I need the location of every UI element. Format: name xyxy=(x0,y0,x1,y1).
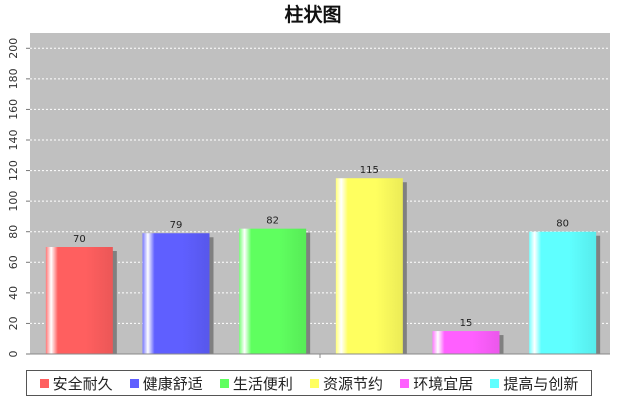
legend-swatch xyxy=(129,378,139,388)
y-tick-label: 200 xyxy=(7,38,20,59)
legend-swatch xyxy=(310,378,320,388)
bar xyxy=(142,233,210,354)
legend-label: 健康舒适 xyxy=(142,374,203,393)
legend-swatch xyxy=(490,378,500,388)
data-label: 80 xyxy=(556,219,569,230)
chart-legend: 安全耐久 健康舒适 生活便利 资源节约 环境宜居 提高与创新 xyxy=(26,370,592,396)
bar xyxy=(45,247,113,354)
legend-item: 生活便利 xyxy=(219,373,293,394)
data-label: 79 xyxy=(170,220,183,231)
chart-canvas: 柱状图 0 20 40 60 80 100 120 140 160 180 200 70 79 82 11… xyxy=(7,3,610,358)
y-tick-label: 40 xyxy=(7,286,20,300)
bars xyxy=(45,178,601,354)
y-tick-label: 120 xyxy=(7,160,20,181)
legend-label: 安全耐久 xyxy=(52,374,113,393)
gridlines xyxy=(30,47,610,324)
bar xyxy=(529,231,597,354)
legend-swatch xyxy=(219,378,229,388)
data-label: 15 xyxy=(460,318,473,329)
y-tick-label: 180 xyxy=(7,68,20,89)
chart-title: 柱状图 xyxy=(284,3,341,26)
data-labels: 70 79 82 115 15 80 xyxy=(73,165,569,329)
y-axis: 0 20 40 60 80 100 120 140 160 180 200 xyxy=(7,38,30,358)
legend-label: 生活便利 xyxy=(232,374,293,393)
legend-label: 提高与创新 xyxy=(503,374,579,393)
legend-swatch xyxy=(400,378,410,388)
bar xyxy=(432,331,500,354)
data-label: 115 xyxy=(360,165,379,176)
plot-area xyxy=(30,33,610,354)
y-tick-label: 80 xyxy=(7,225,20,239)
y-tick-label: 100 xyxy=(7,191,20,212)
legend-item: 提高与创新 xyxy=(490,373,578,394)
data-label: 82 xyxy=(266,216,279,227)
y-tick-label: 160 xyxy=(7,99,20,120)
legend-item: 健康舒适 xyxy=(129,373,203,394)
y-tick-label: 140 xyxy=(7,130,20,151)
y-tick-label: 60 xyxy=(7,255,20,269)
legend-swatch xyxy=(39,378,49,388)
bar xyxy=(335,178,403,354)
legend-label: 环境宜居 xyxy=(413,374,474,393)
data-label: 70 xyxy=(73,234,86,245)
legend-item: 安全耐久 xyxy=(39,373,113,394)
legend-item: 资源节约 xyxy=(310,373,383,394)
y-tick-label: 0 xyxy=(7,351,20,358)
y-tick-label: 20 xyxy=(7,316,20,330)
legend-label: 资源节约 xyxy=(323,374,384,393)
bar xyxy=(239,228,307,354)
legend-item: 环境宜居 xyxy=(400,373,473,394)
